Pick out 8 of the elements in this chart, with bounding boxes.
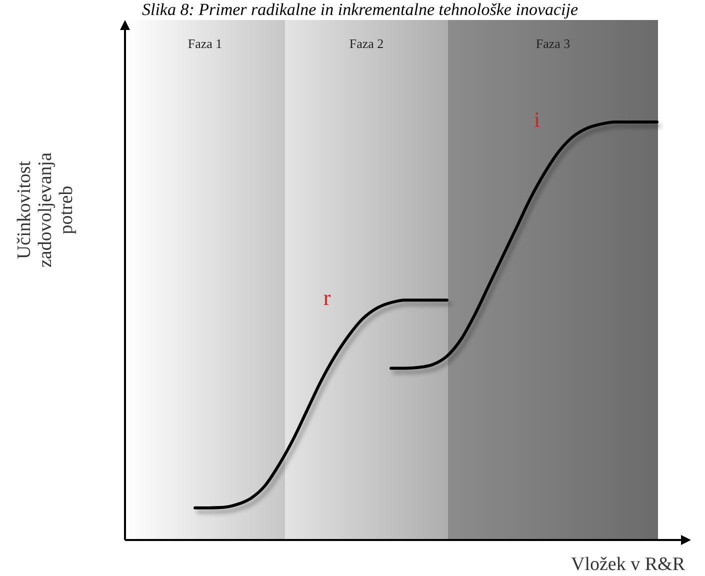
text: Faza 1: [188, 36, 222, 51]
series-label: i: [534, 107, 540, 132]
text: Faza 2: [349, 36, 384, 51]
chart-title: Slika 8: Primer radikalne in inkrementalne tehnološke inovacije: [142, 0, 578, 19]
x-axis-title: Vložek v R&R: [571, 554, 686, 575]
y-axis-title: Učinkovitost zadovoljevanja potreb: [14, 152, 77, 268]
text: Faza 3: [536, 36, 570, 51]
series-label: r: [323, 285, 332, 310]
